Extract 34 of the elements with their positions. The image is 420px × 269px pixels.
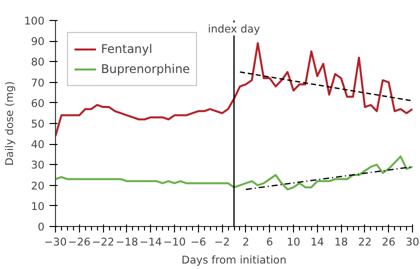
x-tick-label: 2 (242, 236, 250, 248)
x-tick-label: 18 (334, 236, 348, 248)
x-tick-label: 26 (382, 236, 396, 248)
x-tick-label: −10 (163, 236, 186, 248)
legend-label: Fentanyl (101, 42, 152, 56)
y-tick-label: 0 (38, 220, 45, 234)
y-axis-title: Daily dose (mg) (3, 81, 16, 166)
y-tick-label: 60 (30, 96, 45, 110)
x-tick-label: 22 (358, 236, 372, 248)
y-tick-label: 10 (30, 200, 45, 213)
x-tick-label: −6 (190, 236, 206, 248)
x-tick-label: −2 (214, 236, 230, 248)
x-tick-label: 30 (406, 236, 420, 248)
x-tick-label: 14 (310, 236, 324, 248)
x-axis-title: Days from initiation (182, 254, 286, 266)
x-tick-label: −18 (116, 236, 138, 248)
y-tick-label: 40 (30, 138, 45, 152)
y-tick-label: 100 (24, 14, 45, 28)
x-tick-label: −22 (92, 236, 114, 248)
x-tick-label: 6 (266, 236, 274, 248)
y-tick-label: 20 (30, 179, 45, 192)
x-tick-label: −30 (44, 236, 67, 248)
line-series (56, 155, 412, 190)
x-tick-label: 10 (286, 236, 300, 248)
y-tick-label: 30 (30, 158, 45, 172)
ref-line-label: index day (208, 22, 260, 36)
legend-label: Buprenorphine (101, 62, 190, 76)
y-tick-label: 90 (30, 35, 45, 48)
y-tick-label: 70 (30, 76, 45, 90)
y-tick-label: 80 (30, 56, 45, 69)
x-tick-label: −14 (139, 236, 162, 248)
y-tick-label: 50 (30, 118, 45, 130)
line-series (56, 42, 412, 137)
x-tick-label: −26 (68, 236, 91, 248)
